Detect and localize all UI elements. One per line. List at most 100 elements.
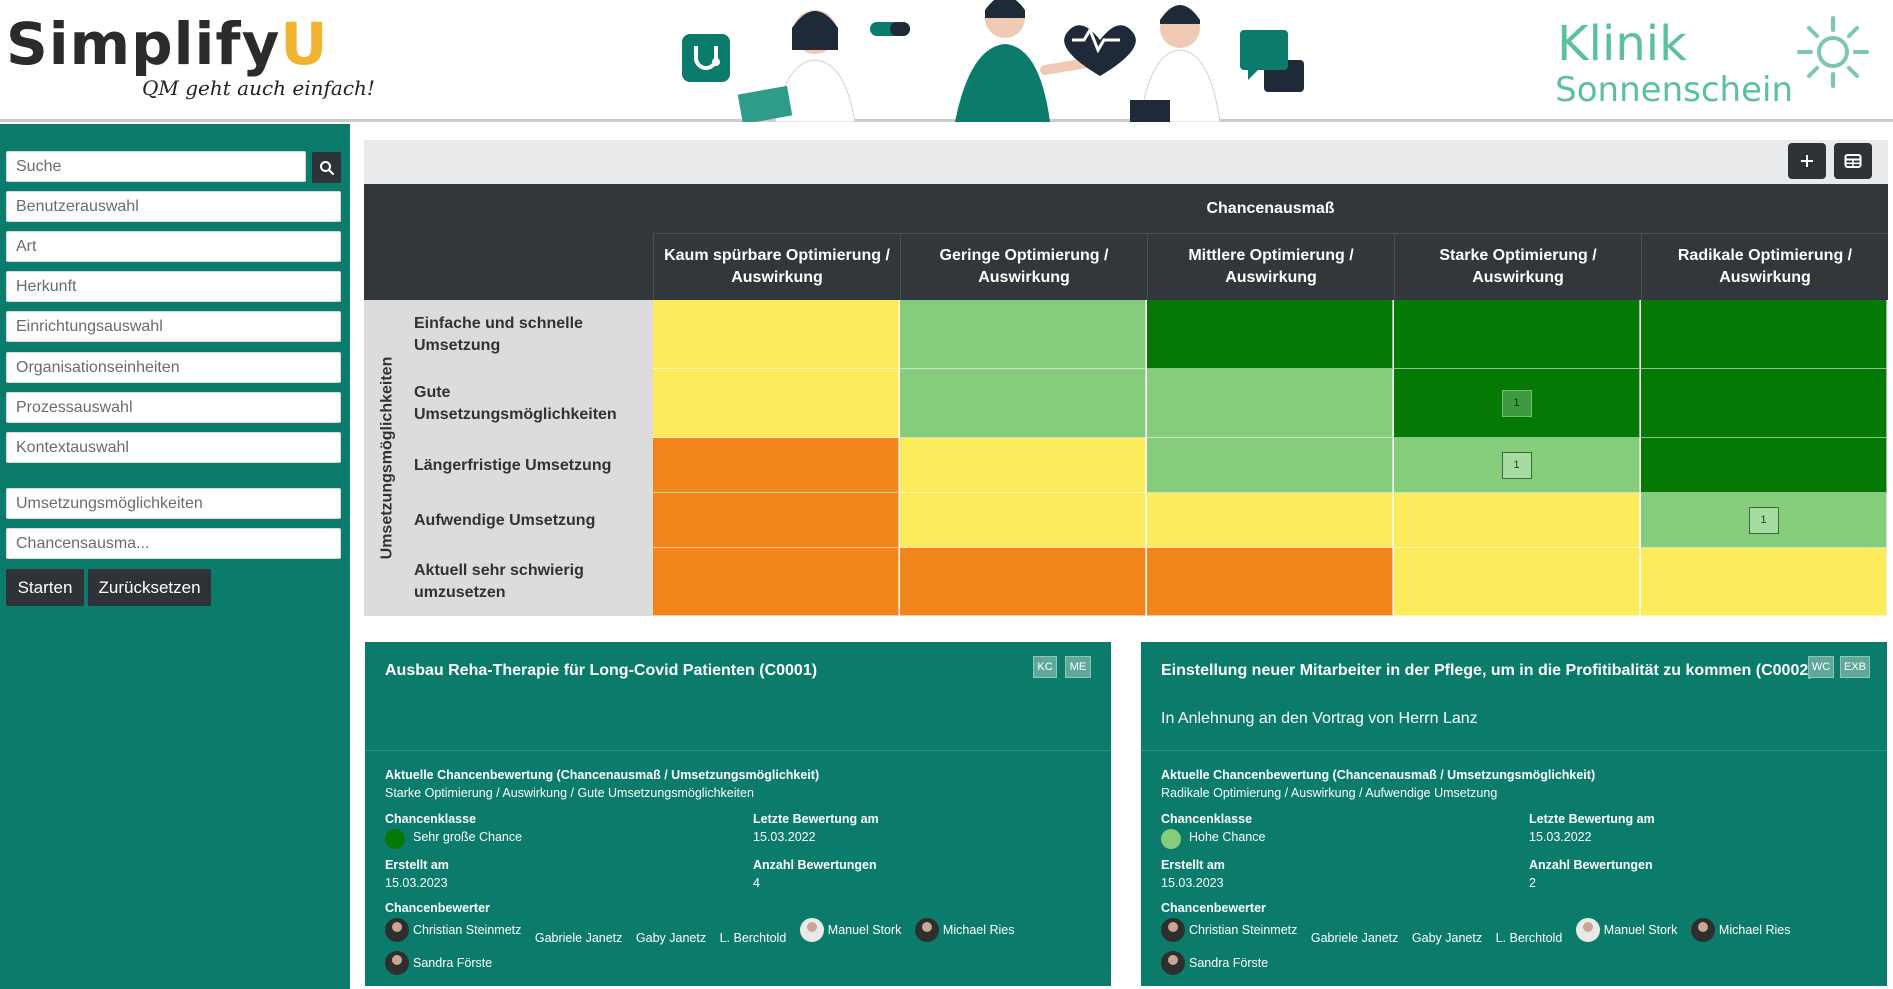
matrix-cell[interactable] <box>1641 548 1887 616</box>
filter-origin-select[interactable]: Herkunft <box>6 271 341 302</box>
matrix-cell[interactable] <box>1641 369 1887 438</box>
column-group-title: Chancenausmaß <box>653 184 1888 234</box>
add-button[interactable] <box>1788 143 1826 179</box>
matrix-cell[interactable] <box>653 438 899 493</box>
search-input[interactable]: Suche <box>6 151 306 182</box>
brand-name: SimplifyU <box>6 12 329 76</box>
matrix-cell[interactable] <box>900 493 1146 548</box>
brand-logo[interactable]: SimplifyU QM geht auch einfach! <box>6 12 375 100</box>
matrix-cell[interactable] <box>1641 438 1887 493</box>
filter-sidebar: Suche Benutzerauswahl Art Herkunft Einri… <box>0 124 350 989</box>
current-rating-label: Aktuelle Chancenbewertung (Chancenausmaß… <box>385 768 820 782</box>
owner-tag: WC <box>1808 656 1834 678</box>
opportunity-count-badge[interactable]: 1 <box>1748 506 1779 534</box>
matrix-cell[interactable] <box>1147 548 1393 616</box>
filter-org-units-select[interactable]: Organisationseinheiten <box>6 352 341 383</box>
table-icon <box>1844 154 1862 168</box>
column-header-1: Kaum spürbare Optimierung / Auswirkung <box>653 234 900 300</box>
class-value: Hohe Chance <box>1189 830 1266 844</box>
card-divider <box>1141 750 1887 751</box>
owner-tag: EXB <box>1840 656 1870 678</box>
clinic-logo: Klinik Sonnenschein <box>1555 16 1793 110</box>
current-rating-value: Starke Optimierung / Auswirkung / Gute U… <box>385 786 754 800</box>
card-title[interactable]: Einstellung neuer Mitarbeiter in der Pfl… <box>1161 662 1814 679</box>
row-header-1: Einfache und schnelle Umsetzung <box>414 314 583 354</box>
rating-count-value: 2 <box>1529 876 1536 890</box>
avatar <box>385 951 409 975</box>
clinic-name-line1: Klinik <box>1557 16 1687 72</box>
start-button[interactable]: Starten <box>6 569 84 606</box>
matrix-cell[interactable]: 1 <box>1394 369 1640 438</box>
rater-name: Gaby Janetz <box>635 931 707 945</box>
card-title[interactable]: Ausbau Reha-Therapie für Long-Covid Pati… <box>385 662 818 679</box>
header-illustration <box>682 0 1304 122</box>
column-header-2: Geringe Optimierung / Auswirkung <box>900 234 1147 300</box>
rater[interactable]: Michael Ries <box>914 918 1014 942</box>
last-rating-label: Letzte Bewertung am <box>1529 812 1655 826</box>
clinic-name-line2: Sonnenschein <box>1555 70 1793 110</box>
rater[interactable]: Sandra Förste <box>1161 951 1268 975</box>
matrix-header: Chancenausmaß Kaum spürbare Optimierung … <box>364 184 1888 300</box>
matrix-cell[interactable] <box>900 438 1146 493</box>
rater[interactable]: Gabriele Janetz <box>535 926 623 950</box>
class-color-dot <box>385 829 405 849</box>
filter-implementation-select[interactable]: Umsetzungsmöglichkeiten <box>6 488 341 519</box>
matrix-cell[interactable] <box>900 369 1146 438</box>
rating-count-value: 4 <box>753 876 760 890</box>
rater[interactable]: L. Berchtold <box>1496 926 1563 950</box>
avatar <box>799 918 824 942</box>
filter-type-select[interactable]: Art <box>6 231 341 262</box>
filter-process-select[interactable]: Prozessauswahl <box>6 392 341 423</box>
opportunity-card[interactable]: Ausbau Reha-Therapie für Long-Covid Pati… <box>365 642 1111 986</box>
card-divider <box>365 750 1111 751</box>
avatar <box>1690 918 1715 942</box>
created-value: 15.03.2023 <box>1161 876 1224 890</box>
rater[interactable]: Gaby Janetz <box>636 926 706 950</box>
rater[interactable]: Christian Steinmetz <box>385 918 521 942</box>
opportunity-card[interactable]: Einstellung neuer Mitarbeiter in der Pfl… <box>1141 642 1887 986</box>
opportunity-count-badge[interactable]: 1 <box>1501 451 1532 479</box>
matrix-cell[interactable] <box>1394 548 1640 616</box>
rater[interactable]: Manuel Stork <box>799 918 901 942</box>
matrix-cell[interactable] <box>1147 300 1393 369</box>
class-label: Chancenklasse <box>1161 812 1253 826</box>
plus-icon <box>1801 155 1813 167</box>
matrix-cell[interactable] <box>900 548 1146 616</box>
avatar <box>1161 918 1185 942</box>
matrix-cell[interactable] <box>1147 369 1393 438</box>
rater[interactable]: Michael Ries <box>1690 918 1790 942</box>
search-button[interactable] <box>312 152 341 183</box>
filter-facility-select[interactable]: Einrichtungsauswahl <box>6 311 341 342</box>
header: SimplifyU QM geht auch einfach! <box>0 0 1893 122</box>
matrix-cell[interactable]: 1 <box>1641 493 1887 548</box>
matrix-cell[interactable]: 1 <box>1394 438 1640 493</box>
reset-button[interactable]: Zurücksetzen <box>88 569 211 606</box>
table-view-button[interactable] <box>1834 143 1872 179</box>
matrix-cell[interactable] <box>653 369 899 438</box>
matrix-cell[interactable] <box>1394 300 1640 369</box>
matrix-cell[interactable] <box>1147 493 1393 548</box>
matrix-cell[interactable] <box>653 493 899 548</box>
matrix-cell[interactable] <box>653 300 899 369</box>
raters-label: Chancenbewerter <box>1161 901 1266 915</box>
rater[interactable]: Christian Steinmetz <box>1161 918 1297 942</box>
brand-tagline: QM geht auch einfach! <box>142 76 375 100</box>
rater[interactable]: Sandra Förste <box>385 951 492 975</box>
row-header-3: Längerfristige Umsetzung <box>414 456 612 474</box>
rater[interactable]: L. Berchtold <box>720 926 787 950</box>
opportunity-count-badge[interactable]: 1 <box>1501 389 1532 417</box>
rater[interactable]: Gaby Janetz <box>1412 926 1482 950</box>
avatar <box>1161 951 1185 975</box>
filter-opportunity-extent-select[interactable]: Chancensausma... <box>6 528 341 559</box>
owner-tag: KC <box>1033 656 1057 678</box>
matrix-cell[interactable] <box>1394 493 1640 548</box>
rater[interactable]: Gabriele Janetz <box>1311 926 1399 950</box>
filter-user-select[interactable]: Benutzerauswahl <box>6 191 341 222</box>
matrix-cell[interactable] <box>900 300 1146 369</box>
matrix-cell[interactable] <box>1147 438 1393 493</box>
rater[interactable]: Manuel Stork <box>1575 918 1677 942</box>
row-group-title-text: Umsetzungsmöglichkeiten <box>378 356 396 560</box>
filter-context-select[interactable]: Kontextauswahl <box>6 432 341 463</box>
matrix-cell[interactable] <box>653 548 899 616</box>
matrix-cell[interactable] <box>1641 300 1887 369</box>
